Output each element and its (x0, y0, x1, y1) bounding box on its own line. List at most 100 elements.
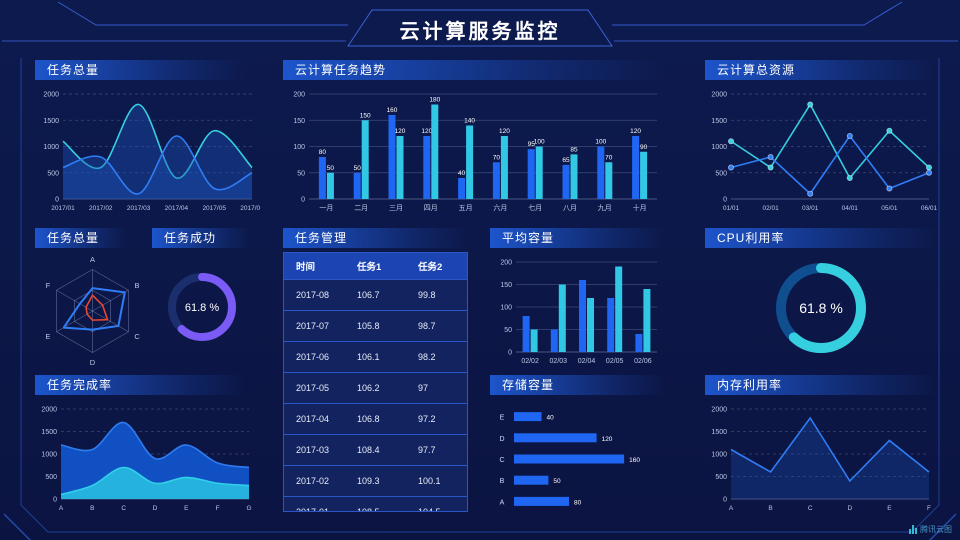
svg-text:160: 160 (629, 457, 640, 464)
table-row: 2017-07 105.8 98.7 (284, 310, 467, 342)
svg-text:1500: 1500 (41, 429, 57, 436)
svg-text:G: G (246, 505, 251, 512)
svg-text:D: D (153, 505, 158, 512)
table-row: 2017-05 106.2 97 (284, 372, 467, 404)
table-cell: 106.7 (345, 279, 406, 311)
svg-text:C: C (499, 457, 504, 464)
svg-text:160: 160 (387, 107, 398, 114)
svg-text:150: 150 (293, 118, 305, 125)
cloud-resource-line-chart: 0 500 1000 1500 2000 01/01 02/01 03/01 04/01 05/0… (703, 82, 937, 215)
avg-capacity-bar-chart: 0 50 100 150 200 02/02 02/03 02/04 02/05 02/06 (490, 250, 665, 368)
table-cell: 108.4 (345, 434, 406, 466)
table-cell: 108.5 (345, 496, 406, 511)
svg-text:1000: 1000 (41, 452, 57, 459)
svg-text:40: 40 (547, 415, 555, 422)
svg-text:B: B (135, 281, 140, 290)
table-cell: 97.7 (406, 434, 467, 466)
svg-text:B: B (500, 478, 505, 485)
svg-text:D: D (90, 358, 96, 367)
svg-text:A: A (729, 505, 734, 512)
svg-text:40: 40 (458, 170, 466, 177)
svg-text:61.8 %: 61.8 % (799, 300, 843, 316)
table-header-cell: 时间 (284, 253, 345, 280)
svg-text:04/01: 04/01 (842, 205, 859, 212)
svg-text:B: B (90, 505, 94, 512)
task-success-gauge: 61.8 % (152, 248, 252, 366)
table-cell: 2017-04 (284, 403, 345, 435)
task-total-area-chart: 0 500 1000 1500 2000 2017/01 2017/02 2017/03 201… (35, 82, 264, 215)
svg-text:四月: 四月 (424, 204, 438, 212)
table-cell: 106.1 (345, 341, 406, 373)
watermark-icon (909, 525, 917, 534)
table-cell: 2017-05 (284, 372, 345, 404)
table-row: 2017-04 106.8 97.2 (284, 403, 467, 435)
svg-text:80: 80 (319, 149, 327, 156)
watermark-logo: 腾讯云图 (909, 524, 952, 535)
table-cell: 105.8 (345, 310, 406, 342)
panel-header-task-table: 任务管理 (283, 228, 468, 248)
svg-text:2017/02: 2017/02 (89, 205, 113, 212)
svg-text:95: 95 (528, 141, 536, 148)
svg-text:0: 0 (301, 197, 305, 204)
svg-text:200: 200 (500, 260, 512, 267)
svg-text:E: E (184, 505, 189, 512)
svg-text:A: A (90, 255, 95, 264)
svg-text:0: 0 (53, 497, 57, 504)
svg-text:1000: 1000 (711, 144, 727, 151)
svg-text:180: 180 (429, 97, 440, 104)
table-cell: 106.2 (345, 372, 406, 404)
svg-text:80: 80 (574, 499, 582, 506)
svg-text:120: 120 (602, 436, 613, 443)
table-cell: 98.2 (406, 341, 467, 373)
svg-text:1500: 1500 (711, 429, 727, 436)
panel-header-task-completion: 任务完成率 (35, 375, 245, 395)
svg-text:500: 500 (45, 474, 57, 481)
panel-header-memory-usage: 内存利用率 (705, 375, 937, 395)
panel-header-cloud-resource: 云计算总资源 (705, 60, 937, 80)
task-completion-area-chart: 0 500 1000 1500 2000 A B C D E F G (33, 397, 257, 515)
svg-text:一月: 一月 (319, 204, 333, 212)
svg-text:E: E (887, 505, 892, 512)
panel-header-task-trend: 云计算任务趋势 (283, 60, 665, 80)
svg-text:C: C (134, 332, 140, 341)
svg-text:02/04: 02/04 (578, 358, 596, 365)
panel-header-avg-capacity: 平均容量 (490, 228, 665, 248)
svg-text:0: 0 (508, 350, 512, 357)
panel-header-task-radar: 任务总量 (35, 228, 127, 248)
svg-text:七月: 七月 (528, 203, 542, 212)
svg-text:A: A (500, 499, 505, 506)
table-cell: 104.5 (406, 496, 467, 511)
svg-text:八月: 八月 (563, 204, 577, 212)
svg-text:500: 500 (715, 170, 727, 177)
svg-text:120: 120 (630, 128, 641, 135)
table-cell: 97.2 (406, 403, 467, 435)
svg-text:2017/01: 2017/01 (51, 205, 75, 212)
svg-text:150: 150 (500, 282, 512, 289)
svg-text:D: D (499, 436, 504, 443)
svg-text:500: 500 (47, 170, 59, 177)
svg-text:85: 85 (570, 146, 578, 153)
svg-text:150: 150 (360, 112, 371, 119)
svg-text:0: 0 (55, 197, 59, 204)
table-cell: 106.8 (345, 403, 406, 435)
table-cell: 2017-01 (284, 496, 345, 511)
svg-text:50: 50 (327, 165, 335, 172)
svg-text:2000: 2000 (43, 92, 59, 99)
task-trend-bar-chart: 0 50 100 150 200 一月 80 50 二月 50 150 三月 160 120 四月 120 18… (283, 82, 665, 215)
svg-text:100: 100 (293, 144, 305, 151)
svg-text:120: 120 (421, 128, 432, 135)
table-row: 2017-06 106.1 98.2 (284, 341, 467, 373)
svg-text:B: B (768, 505, 772, 512)
svg-text:十月: 十月 (633, 203, 647, 212)
svg-text:二月: 二月 (354, 204, 368, 212)
svg-text:05/01: 05/01 (881, 205, 898, 212)
svg-text:D: D (847, 505, 852, 512)
table-cell: 2017-08 (284, 279, 345, 311)
table-cell: 2017-07 (284, 310, 345, 342)
svg-text:F: F (927, 505, 931, 512)
svg-text:50: 50 (553, 478, 561, 485)
panel-header-task-success: 任务成功 (152, 228, 250, 248)
svg-text:61.8 %: 61.8 % (185, 302, 219, 314)
table-cell: 2017-03 (284, 434, 345, 466)
panel-header-storage: 存储容量 (490, 375, 665, 395)
